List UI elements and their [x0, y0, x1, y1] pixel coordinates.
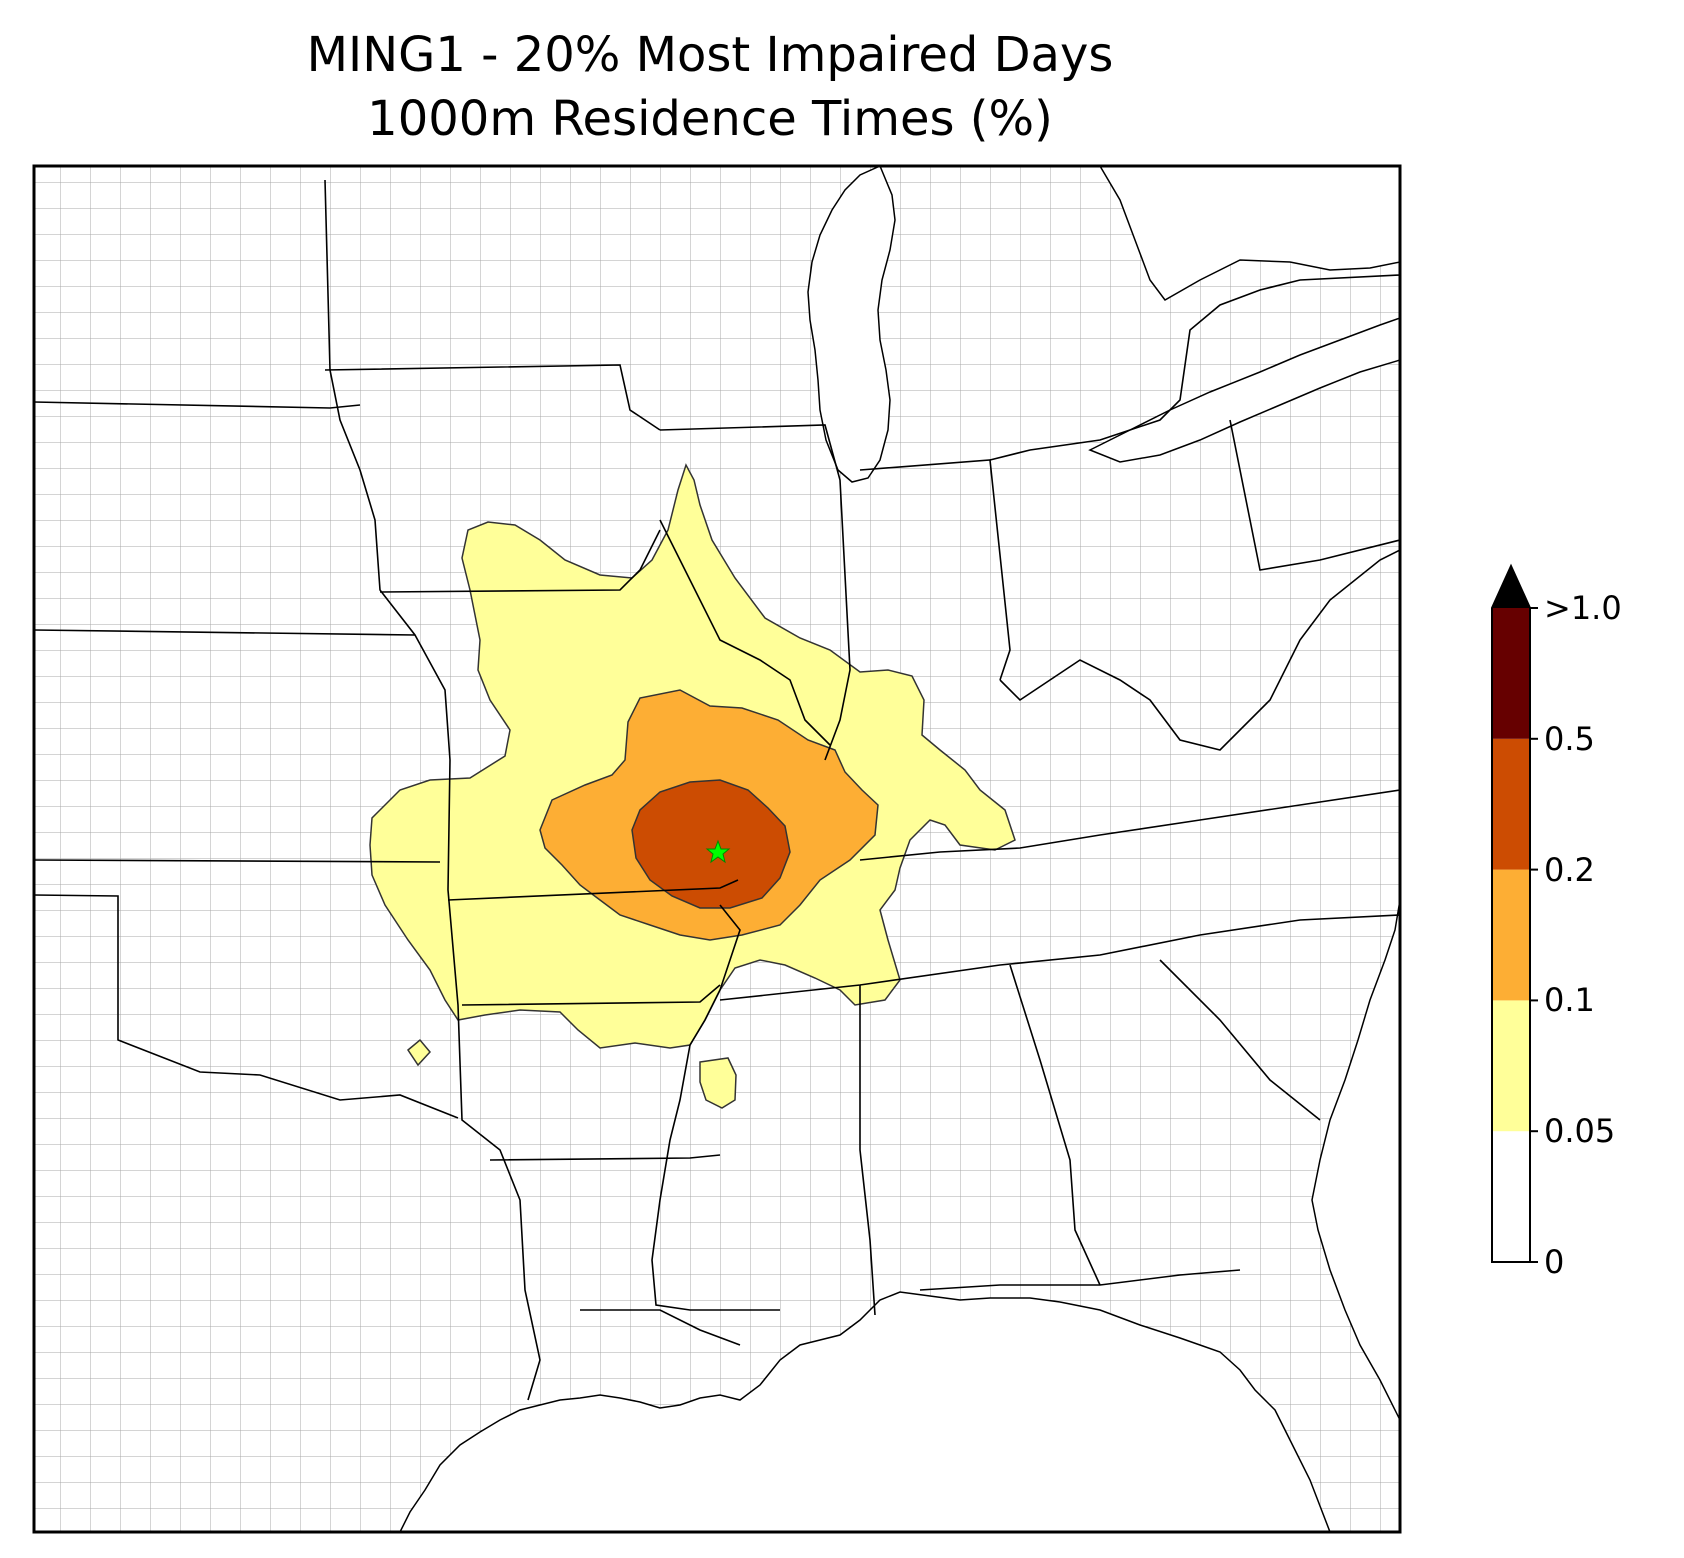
atlantic-ocean	[1311, 166, 1400, 1421]
gulf-of-mexico	[34, 1291, 1400, 1532]
colorbar-bin	[1492, 608, 1530, 739]
colorbar-tick-label: >1.0	[1544, 589, 1622, 627]
contour-0.05-0.1-small	[699, 1057, 737, 1109]
colorbar-tick-label: 0.05	[1544, 1112, 1616, 1151]
contour-0.05-0.1-tiny	[407, 1038, 431, 1067]
lake-huron	[1099, 166, 1400, 301]
lake-michigan	[807, 166, 896, 483]
colorbar-tick-label: 0.2	[1544, 850, 1595, 889]
site-star-icon	[705, 839, 731, 864]
colorbar-bin	[1492, 1000, 1530, 1132]
colorbar	[1491, 563, 1538, 1263]
map-area	[34, 166, 1400, 1532]
colorbar-extend-arrow	[1492, 566, 1530, 608]
map-title-line-1: MING1 - 20% Most Impaired Days	[306, 27, 1114, 83]
colorbar-tick-label: 0.5	[1544, 719, 1595, 758]
state-boundaries	[34, 179, 1400, 1401]
colorbar-bin	[1492, 869, 1530, 1001]
map-frame	[32, 164, 1402, 1534]
colorbar-bin	[1492, 738, 1530, 870]
map-title-line-2: 1000m Residence Times (%)	[367, 91, 1053, 147]
colorbar-outline	[1491, 563, 1531, 1263]
colorbar-tick-label: 0	[1544, 1243, 1565, 1281]
colorbar-bin	[1492, 1131, 1530, 1262]
colorbar-tick-label: 0.1	[1544, 981, 1595, 1020]
lake-erie	[1088, 317, 1400, 463]
